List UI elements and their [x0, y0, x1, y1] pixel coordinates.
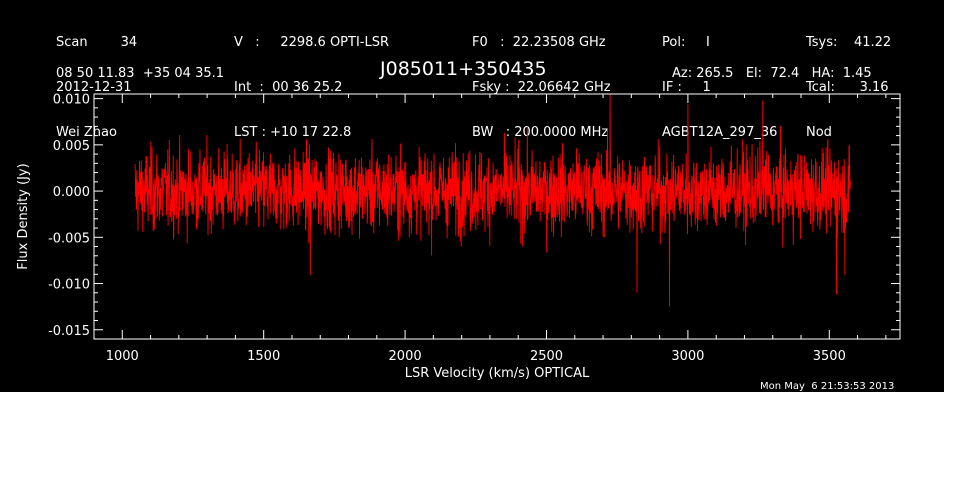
obs-date: 2012-12-31 [56, 80, 132, 95]
pointing-info: Az: 265.5 El: 72.4 HA: 1.45 [672, 66, 872, 81]
observer: Wei Zhao [56, 125, 117, 140]
header-col3: F0 : 22.23508 GHz Fsky : 22.06642 GHz BW… [472, 5, 611, 170]
x-tick-label: 3500 [813, 349, 846, 364]
plot-panel: Scan 34 2012-12-31 Wei Zhao V : 2298.6 O… [0, 0, 944, 392]
proc-type: Nod [806, 125, 832, 140]
if-number: IF : 1 [662, 80, 711, 95]
plot-timestamp: Mon May 6 21:53:53 2013 [760, 381, 895, 392]
y-tick-label: 0.005 [53, 139, 90, 154]
integration-line: Int : 00 36 25.2 [234, 80, 343, 95]
polarization: Pol: I [662, 35, 710, 50]
source-coordinates: 08 50 11.83 +35 04 35.1 [56, 66, 225, 81]
x-tick-label: 1500 [247, 349, 280, 364]
tcal: Tcal: 3.16 [806, 80, 889, 95]
spectrum-chart: 1000 1500 2000 2500 3000 3500 -0.015 -0.010 -0.0… [16, 93, 901, 381]
y-tick-label: -0.015 [48, 324, 90, 339]
x-tick-label: 1000 [106, 349, 139, 364]
scan-number: Scan 34 [56, 35, 138, 50]
source-name: J085011+350435 [380, 58, 547, 80]
header-col5: Tsys: 41.22 Tcal: 3.16 Nod [806, 5, 891, 170]
header-col1: Scan 34 2012-12-31 Wei Zhao [56, 5, 137, 170]
y-tick-label: -0.005 [48, 231, 90, 246]
sky-frequency: Fsky : 22.06642 GHz [472, 80, 611, 95]
x-tick-label: 3000 [671, 349, 704, 364]
y-tick-label: -0.010 [48, 278, 90, 293]
header-col2: V : 2298.6 OPTI-LSR Int : 00 36 25.2 LST… [234, 5, 389, 170]
bandwidth: BW : 200.0000 MHz [472, 125, 609, 140]
lst-line: LST : +10 17 22.8 [234, 125, 352, 140]
header-col4: Pol: I IF : 1 AGBT12A_297_36 [662, 5, 777, 170]
x-axis-label: LSR Velocity (km/s) OPTICAL [405, 366, 590, 381]
rest-frequency: F0 : 22.23508 GHz [472, 35, 606, 50]
x-tick-label: 2500 [530, 349, 563, 364]
project-id: AGBT12A_297_36 [662, 125, 778, 140]
velocity-line: V : 2298.6 OPTI-LSR [234, 35, 390, 50]
y-axis-label: Flux Density (Jy) [16, 163, 31, 269]
spectrum-trace [134, 93, 851, 307]
y-tick-label: 0.000 [53, 185, 90, 200]
tsys: Tsys: 41.22 [806, 35, 892, 50]
plot-frame [93, 93, 901, 340]
y-tick-label: 0.010 [53, 93, 90, 108]
x-tick-label: 2000 [389, 349, 422, 364]
